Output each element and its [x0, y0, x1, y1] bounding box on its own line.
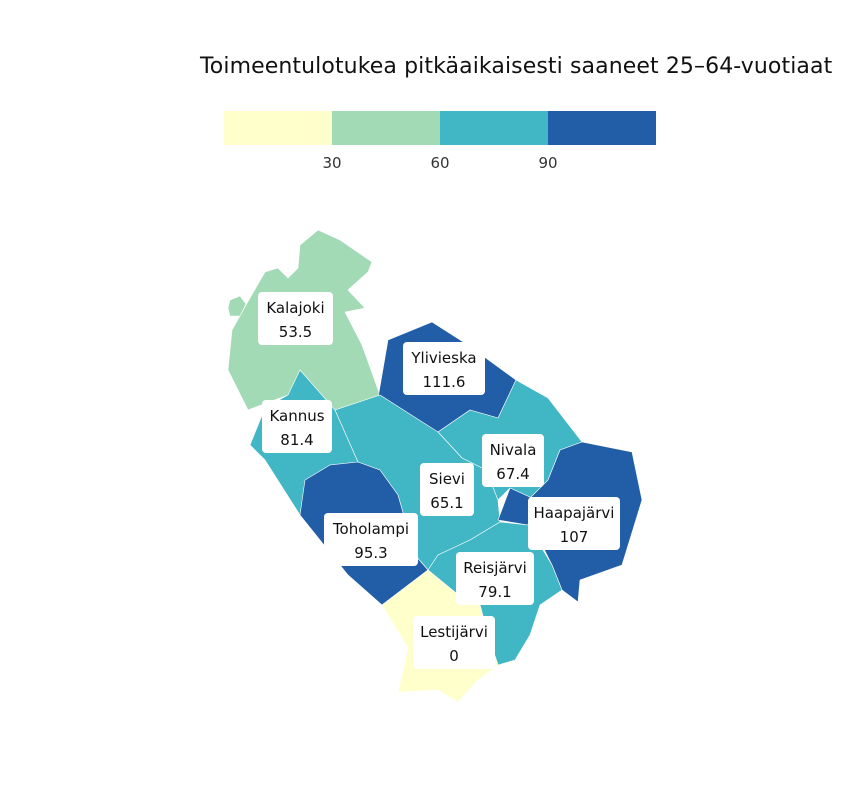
label-kalajoki-value: 53.5: [279, 323, 312, 341]
label-ylivieska-value: 111.6: [423, 373, 466, 391]
color-legend: [224, 111, 656, 145]
label-nivala: Nivala 67.4: [482, 434, 544, 487]
label-ylivieska: Ylivieska 111.6: [403, 342, 485, 395]
label-reisjarvi: Reisjärvi 79.1: [456, 552, 534, 605]
label-reisjarvi-value: 79.1: [478, 583, 511, 601]
label-kannus-name: Kannus: [269, 407, 324, 425]
label-sievi-value: 65.1: [430, 494, 463, 512]
legend-swatch-4: [548, 111, 656, 145]
label-haapajarvi-name: Haapajärvi: [534, 504, 615, 522]
label-sievi-name: Sievi: [429, 470, 465, 488]
label-nivala-value: 67.4: [496, 465, 529, 483]
label-reisjarvi-name: Reisjärvi: [463, 559, 527, 577]
label-kannus: Kannus 81.4: [262, 400, 332, 453]
label-haapajarvi: Haapajärvi 107: [528, 497, 620, 550]
label-toholampi-value: 95.3: [354, 544, 387, 562]
label-haapajarvi-value: 107: [560, 528, 589, 546]
legend-tick-60: 60: [430, 154, 450, 172]
legend-swatch-1: [224, 111, 332, 145]
label-kalajoki: Kalajoki 53.5: [258, 292, 333, 345]
label-toholampi-name: Toholampi: [332, 520, 409, 538]
legend-swatch-2: [332, 111, 440, 145]
legend-tick-30: 30: [322, 154, 342, 172]
legend-swatch-3: [440, 111, 548, 145]
label-ylivieska-name: Ylivieska: [410, 349, 476, 367]
label-lestijarvi-name: Lestijärvi: [420, 623, 488, 641]
label-kalajoki-name: Kalajoki: [266, 299, 324, 317]
label-toholampi: Toholampi 95.3: [324, 513, 418, 566]
label-kannus-value: 81.4: [280, 431, 313, 449]
label-sievi: Sievi 65.1: [420, 463, 474, 516]
label-nivala-name: Nivala: [490, 441, 537, 459]
label-lestijarvi-value: 0: [449, 647, 459, 665]
label-lestijarvi: Lestijärvi 0: [413, 616, 495, 669]
map-title: Toimeentulotukea pitkäaikaisesti saaneet…: [200, 54, 833, 79]
legend-tick-90: 90: [538, 154, 558, 172]
